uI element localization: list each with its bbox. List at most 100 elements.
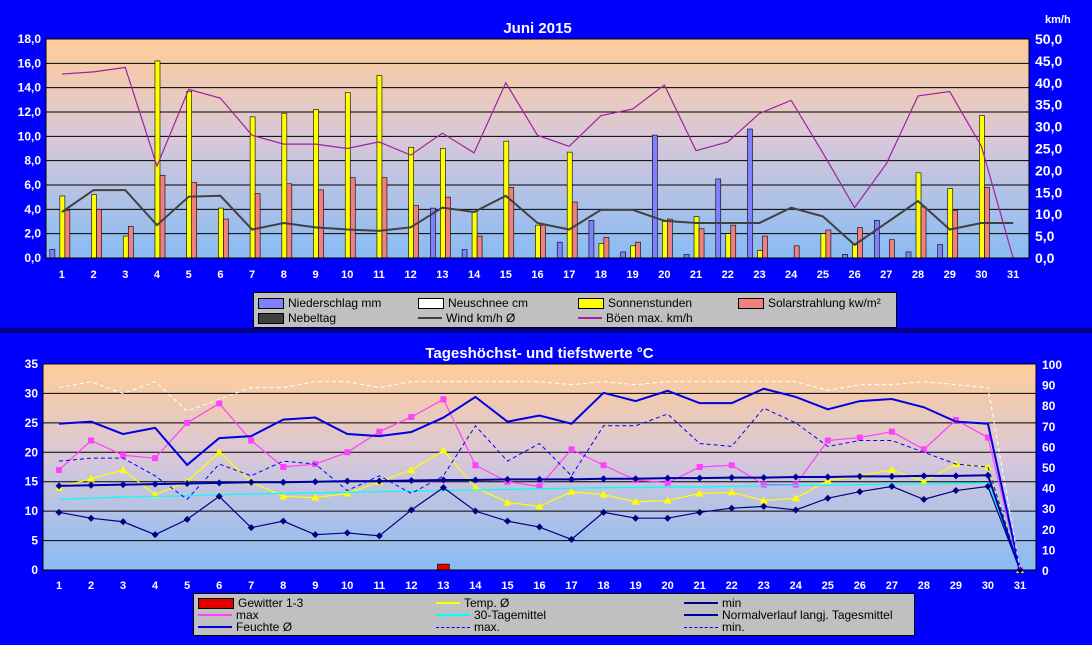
marker-max	[952, 416, 959, 423]
bar-sonnenstunden	[313, 109, 319, 259]
bar-niederschlag-mm	[874, 219, 880, 259]
legend-item-feuchte: Feuchte Ø	[198, 620, 292, 634]
y-tick-label-left: 10,0	[18, 129, 42, 143]
bar-solarstrahlung-kw-m-	[635, 241, 641, 259]
bar-solarstrahlung-kw-m-	[920, 206, 927, 259]
legend-item-max: max	[198, 608, 259, 622]
weather-chart-svg: Juni 2015 km/h0,02,04,06,08,010,012,014,0…	[18, 14, 1071, 281]
bar-niederschlag-mm	[937, 244, 944, 259]
x-tick-label: 21	[690, 269, 702, 281]
x-tick-label: 13	[436, 269, 448, 281]
series-line-b-en-max-km-h	[61, 66, 1014, 259]
legend-label: Wind km/h Ø	[446, 311, 516, 325]
marker-min	[920, 495, 928, 503]
marker-normalverlauf-langj-tagesmittel	[888, 472, 896, 480]
bar-solarstrahlung-kw-m-	[64, 210, 71, 259]
y-tick-label-left: 5	[31, 534, 38, 548]
y-tick-label-right: 30	[1042, 502, 1056, 516]
bar-sonnenstunden	[757, 250, 763, 259]
x-tick-label: 20	[658, 269, 670, 281]
marker-normalverlauf-langj-tagesmittel	[407, 477, 415, 485]
marker-normalverlauf-langj-tagesmittel	[984, 471, 992, 479]
legend-label: Temp. Ø	[464, 596, 510, 610]
marker-normalverlauf-langj-tagesmittel	[503, 475, 511, 483]
series-line-min-	[58, 407, 1021, 571]
y-tick-label-right: 70	[1042, 420, 1056, 434]
marker-min	[151, 531, 159, 539]
chart-title: Juni 2015	[503, 20, 571, 37]
x-tick-label: 7	[248, 580, 254, 592]
marker-normalverlauf-langj-tagesmittel	[632, 475, 640, 483]
legend-label: Niederschlag mm	[288, 296, 382, 310]
y-tick-label-right: 5,0	[1035, 228, 1055, 244]
x-tick-label: 6	[216, 580, 222, 592]
legend-label: Feuchte Ø	[236, 620, 293, 634]
marker-temp-	[631, 497, 640, 505]
bar-sonnenstunden	[979, 115, 985, 259]
y-tick-label-right: 90	[1042, 379, 1056, 393]
y-tick-label-left: 4,0	[24, 202, 41, 216]
marker-temp-	[311, 493, 320, 501]
legend-label: Neuschnee cm	[448, 296, 529, 310]
bar-solarstrahlung-kw-m-	[667, 218, 673, 259]
x-tick-label: 30	[975, 269, 987, 281]
legend-item-sonnenstunden: Sonnenstunden	[578, 296, 692, 310]
x-tick-label: 4	[152, 580, 159, 592]
legend-swatch	[738, 297, 764, 309]
legend-swatch	[436, 626, 470, 628]
legend-label: min.	[722, 620, 745, 634]
marker-min	[311, 531, 319, 539]
legend-swatch	[418, 297, 444, 309]
marker-min	[792, 506, 800, 514]
x-tick-label: 25	[822, 580, 834, 592]
marker-max	[56, 466, 63, 473]
legend-label: Nebeltag	[288, 311, 337, 325]
y-tick-label-right: 40,0	[1035, 75, 1062, 91]
chart-title: Tageshöchst- und tiefstwerte °C	[425, 345, 653, 362]
marker-min	[215, 492, 223, 500]
marker-normalverlauf-langj-tagesmittel	[952, 472, 960, 480]
x-tick-label: 8	[281, 269, 287, 281]
bar-sonnenstunden	[218, 207, 224, 259]
y-tick-label-right: 10	[1042, 543, 1056, 557]
bar-solarstrahlung-kw-m-	[445, 196, 451, 259]
marker-normalverlauf-langj-tagesmittel	[151, 480, 159, 488]
marker-min	[600, 508, 608, 516]
x-tick-label: 1	[56, 580, 62, 592]
legend-item-temp: Temp. Ø	[436, 596, 509, 610]
marker-temp-	[919, 477, 928, 485]
legend-label: max.	[474, 620, 501, 634]
x-tick-label: 22	[722, 269, 734, 281]
marker-min	[503, 517, 511, 525]
bar-niederschlag-mm	[588, 219, 595, 259]
bar-sonnenstunden	[281, 112, 288, 259]
marker-max	[472, 462, 479, 469]
marker-min	[856, 488, 864, 496]
marker-min	[87, 514, 95, 522]
bar-solarstrahlung-kw-m-	[540, 224, 546, 259]
x-tick-label: 9	[312, 269, 318, 281]
marker-normalverlauf-langj-tagesmittel	[760, 474, 768, 482]
marker-min	[632, 514, 640, 522]
marker-min	[728, 504, 736, 512]
marker-max	[728, 462, 735, 469]
legend-item-30-tagemittel: 30-Tagemittel	[436, 608, 546, 622]
marker-normalverlauf-langj-tagesmittel	[856, 472, 864, 480]
y-tick-label-right: 60	[1042, 440, 1056, 454]
x-tick-label: 10	[341, 269, 353, 281]
bar-sonnenstunden	[598, 243, 605, 259]
bar-solarstrahlung-kw-m-	[889, 239, 895, 259]
x-tick-label: 15	[500, 269, 512, 281]
bar-solarstrahlung-kw-m-	[413, 205, 419, 259]
x-tick-label: 9	[312, 580, 318, 592]
y-tick-label-right: 15,0	[1035, 184, 1062, 200]
bar-niederschlag-mm	[747, 128, 753, 259]
marker-min	[375, 532, 383, 540]
legend-item-gewitter: Gewitter 1-3	[198, 596, 303, 610]
bar-niederschlag-mm	[620, 251, 626, 259]
legend-item-niederschlag: Niederschlag mm	[258, 296, 381, 310]
marker-normalverlauf-langj-tagesmittel	[920, 472, 928, 480]
x-tick-label: 27	[886, 580, 898, 592]
x-tick-label: 21	[694, 580, 706, 592]
bar-sonnenstunden	[915, 172, 922, 259]
